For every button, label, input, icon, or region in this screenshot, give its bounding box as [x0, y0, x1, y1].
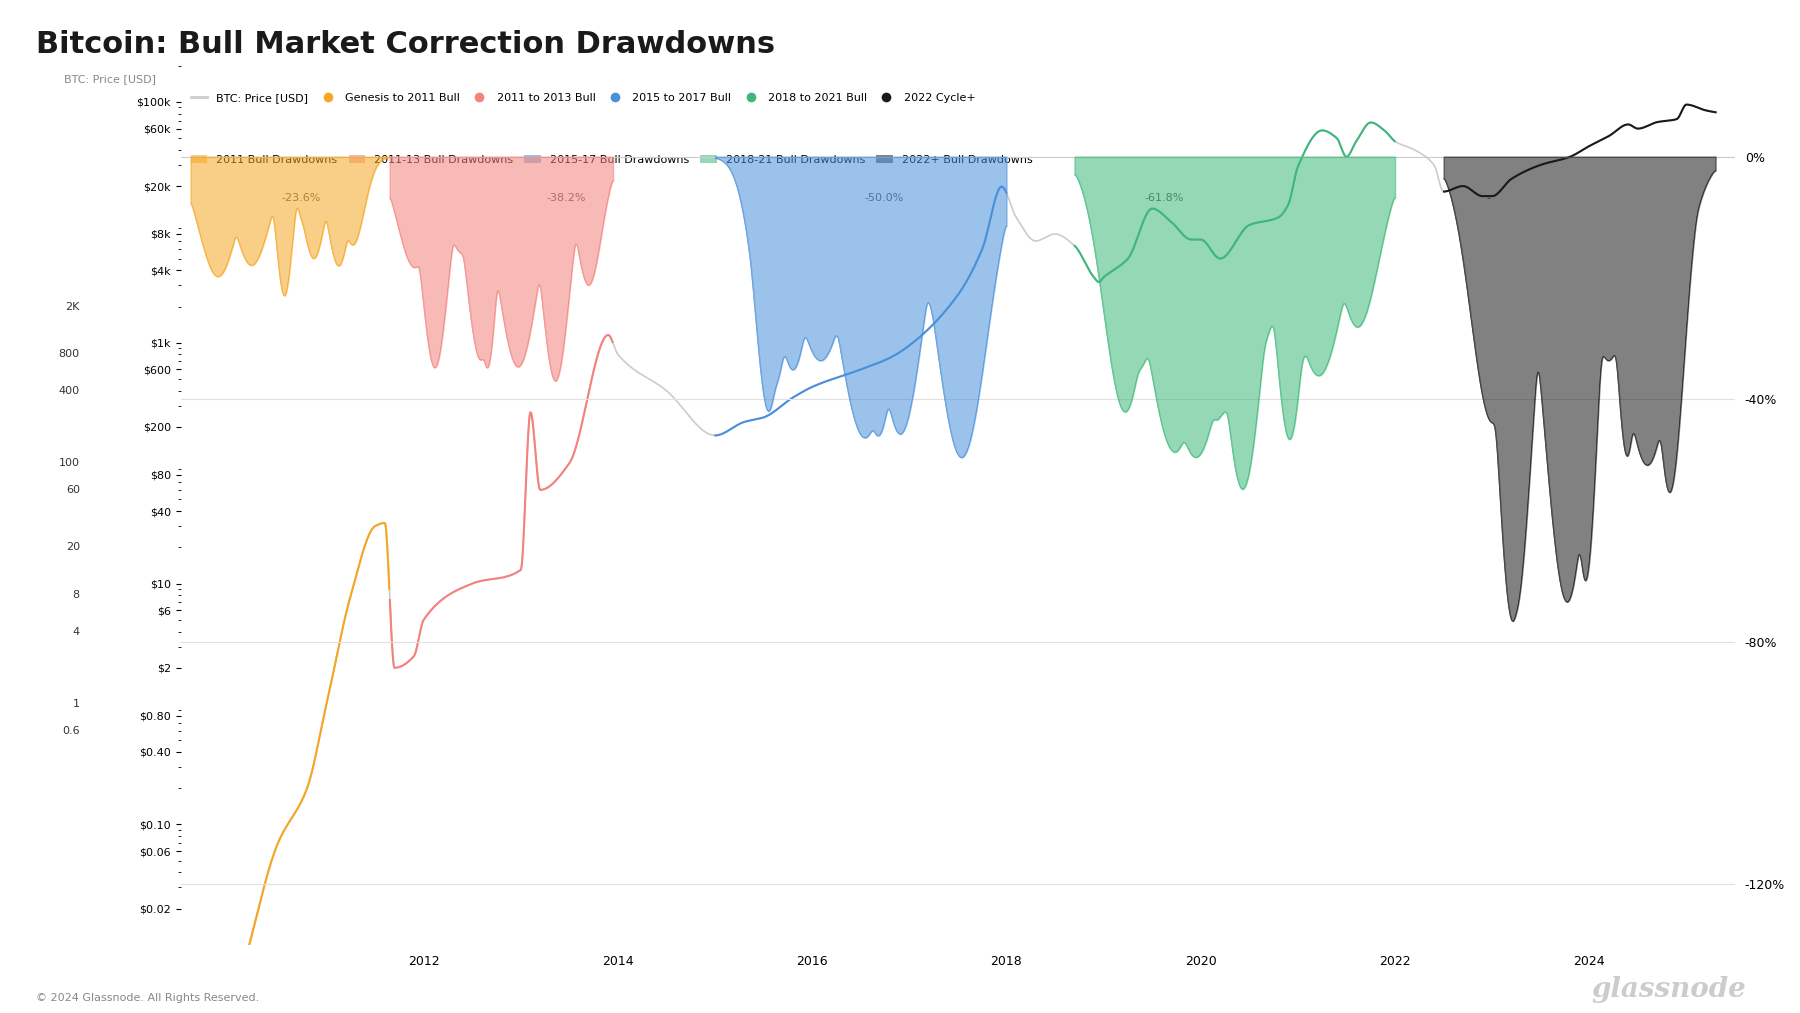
Text: -50.0%: -50.0%: [864, 193, 904, 204]
Text: -23.6%: -23.6%: [283, 193, 320, 204]
Text: 2K: 2K: [65, 302, 79, 312]
Text: © 2024 Glassnode. All Rights Reserved.: © 2024 Glassnode. All Rights Reserved.: [36, 993, 259, 1003]
Text: 100: 100: [59, 458, 79, 468]
Text: 800: 800: [59, 349, 79, 360]
Text: -61.8%: -61.8%: [1145, 193, 1184, 204]
Text: 0.6: 0.6: [63, 725, 79, 735]
Text: BTC: Price [USD]: BTC: Price [USD]: [65, 74, 157, 84]
Text: Bitcoin: Bull Market Correction Drawdowns: Bitcoin: Bull Market Correction Drawdown…: [36, 30, 776, 60]
Text: glassnode: glassnode: [1591, 976, 1746, 1003]
Text: 1: 1: [72, 699, 79, 709]
Text: 400: 400: [59, 386, 79, 396]
Text: 20: 20: [65, 542, 79, 552]
Legend: 2011 Bull Drawdowns, 2011-13 Bull Drawdowns, 2015-17 Bull Drawdowns, 2018-21 Bul: 2011 Bull Drawdowns, 2011-13 Bull Drawdo…: [187, 150, 1037, 169]
Text: 8: 8: [72, 591, 79, 601]
Text: -38.2%: -38.2%: [545, 193, 585, 204]
Text: 4: 4: [72, 626, 79, 636]
Text: -: -: [1487, 193, 1490, 204]
Text: 60: 60: [67, 485, 79, 495]
